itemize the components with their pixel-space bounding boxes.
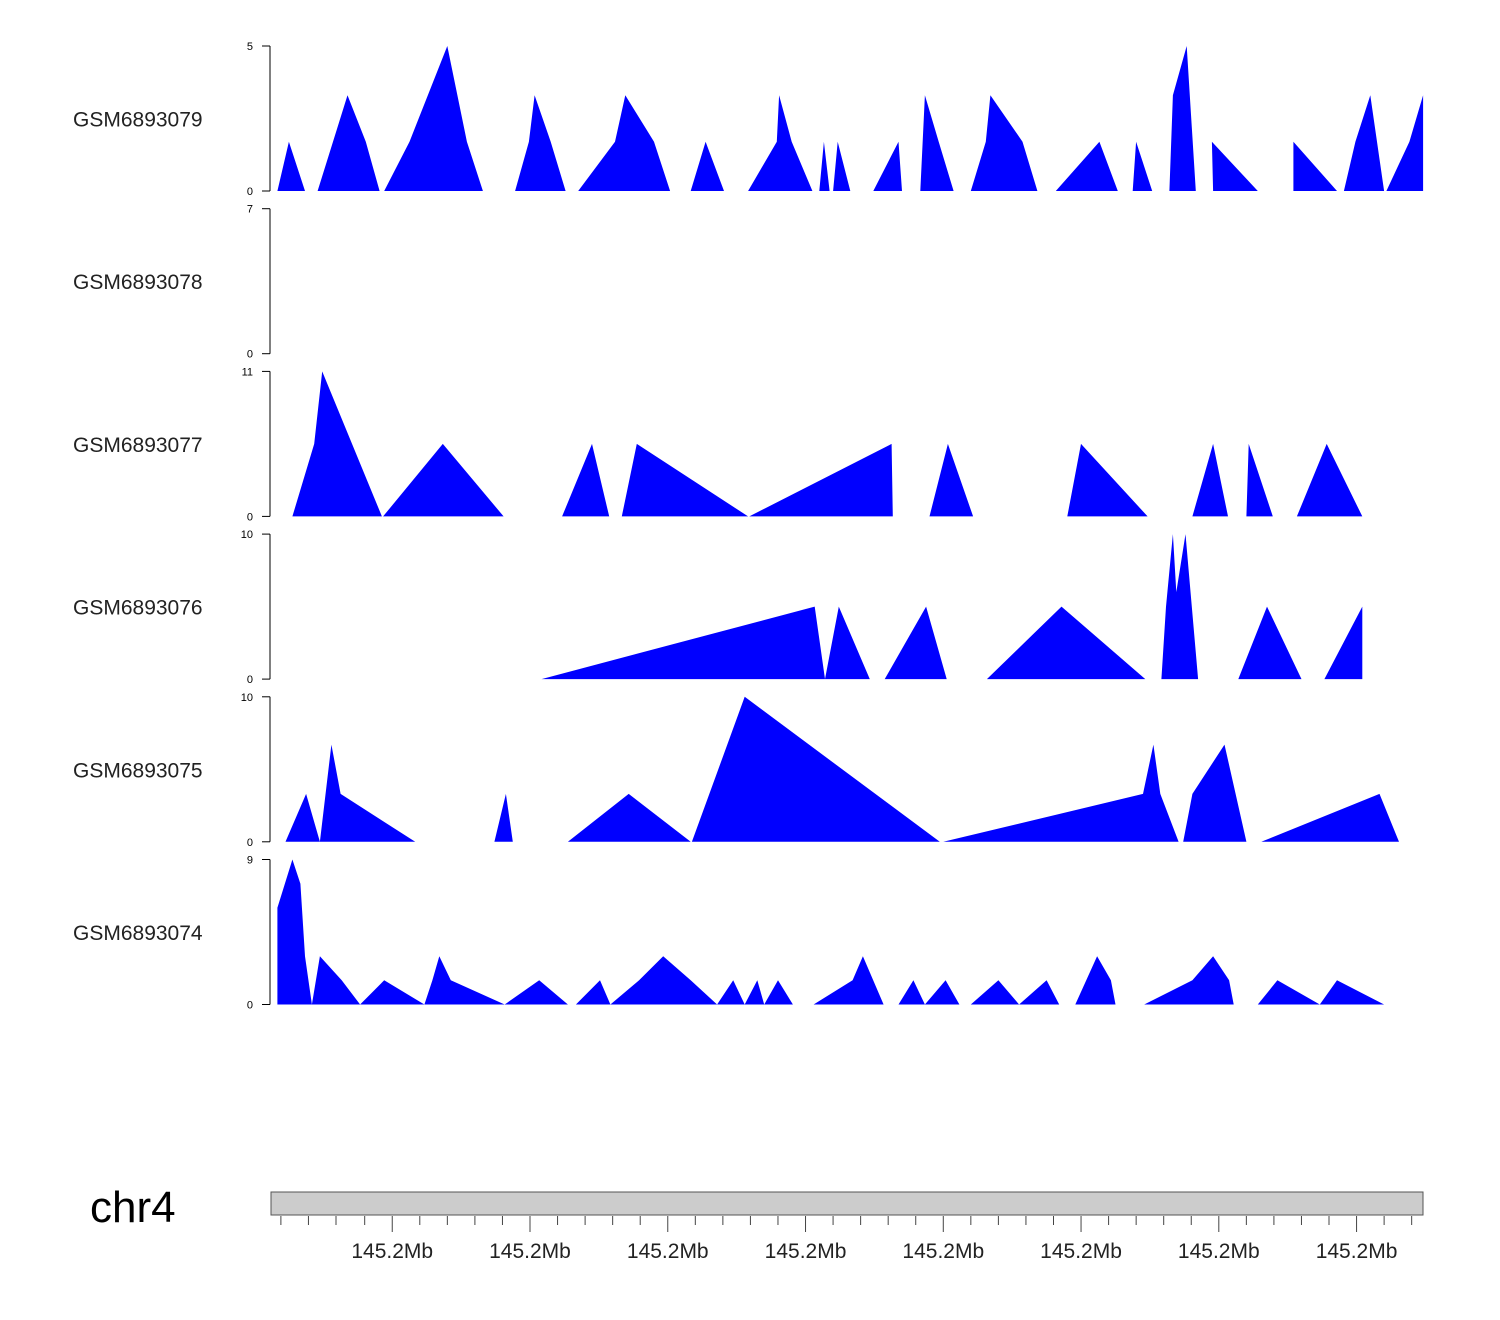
y-tick-max: 7 [247, 204, 253, 216]
track-label: GSM6893077 [73, 434, 203, 457]
coverage-area [277, 46, 1424, 191]
y-tick-min: 0 [247, 674, 253, 686]
chromosome-band [270, 1191, 1424, 1216]
tick-label: 145.2Mb [489, 1240, 571, 1263]
y-tick-min: 0 [247, 837, 253, 849]
track-GSM6893075: GSM6893075 0 10 [73, 692, 1413, 849]
track-label: GSM6893076 [73, 597, 203, 620]
track-label: GSM6893074 [73, 922, 203, 945]
y-tick-max: 10 [241, 692, 253, 704]
y-tick-min: 0 [247, 1000, 253, 1012]
coverage-area [541, 534, 1363, 680]
coverage-area [292, 371, 1386, 517]
y-tick-max: 5 [247, 41, 253, 53]
track-GSM6893077: GSM6893077 0 11 [73, 366, 1386, 523]
tick-label: 145.2Mb [1316, 1240, 1398, 1263]
y-tick-max: 9 [247, 855, 253, 867]
y-tick-min: 0 [247, 349, 253, 361]
tick-label: 145.2Mb [1178, 1240, 1260, 1263]
coverage-area [277, 859, 1417, 1005]
track-GSM6893079: GSM6893079 0 5 [73, 41, 1424, 198]
track-GSM6893078: GSM6893078 0 7 [73, 204, 271, 361]
track-label: GSM6893079 [73, 109, 203, 132]
chromosome-ticks: 145.2Mb 145.2Mb 145.2Mb 145.2Mb 145.2Mb 145.2… [280, 1216, 1413, 1263]
y-tick-min: 0 [247, 186, 253, 198]
tick-label: 145.2Mb [1040, 1240, 1122, 1263]
track-GSM6893076: GSM6893076 0 10 [73, 529, 1363, 686]
track-GSM6893074: GSM6893074 0 9 [73, 855, 1417, 1012]
tick-label: 145.2Mb [902, 1240, 984, 1263]
y-tick-max: 10 [241, 529, 253, 541]
y-tick-min: 0 [247, 511, 253, 523]
y-tick-max: 11 [242, 366, 253, 378]
tick-label: 145.2Mb [351, 1240, 433, 1263]
tick-label: 145.2Mb [765, 1240, 847, 1263]
coverage-area [285, 696, 1413, 842]
track-label: GSM6893075 [73, 759, 203, 782]
track-label: GSM6893078 [73, 271, 203, 294]
chromosome-label: chr4 [90, 1183, 176, 1232]
tick-label: 145.2Mb [627, 1240, 709, 1263]
chromosome-axis: chr4 145.2Mb 145.2Mb 145.2Mb 145.2Mb 145.2Mb… [90, 1183, 1424, 1263]
data-tracks: GSM689307905GSM689307807GSM6893077011GSM… [73, 41, 1424, 1012]
